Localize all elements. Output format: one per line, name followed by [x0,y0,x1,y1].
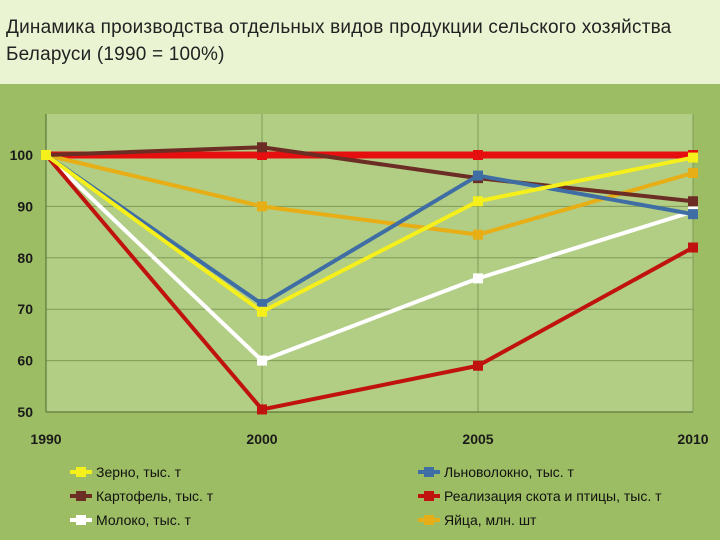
legend-item: Яйца, млн. шт [418,512,537,528]
legend-item: Реализация скота и птицы, тыс. т [418,488,662,504]
legend: Зерно, тыс. т Льноволокно, тыс. т Картофел… [70,464,662,528]
y-tick-labels: 50 60 70 80 90 100 [10,147,34,420]
legend-label: Зерно, тыс. т [96,464,182,480]
title-band [0,0,720,84]
series-line [44,153,694,314]
data-point [688,167,698,178]
data-point [688,152,698,163]
y-tick-label: 60 [17,353,33,369]
data-point [688,196,698,207]
x-tick-label: 1990 [30,431,61,447]
series-line [44,153,694,307]
chart-area: 50 60 70 80 90 100 1990 2000 2005 2010 Зерно, ты… [0,84,720,540]
y-tick-label: 70 [17,301,33,317]
line-chart: 50 60 70 80 90 100 1990 2000 2005 2010 Зерно, ты… [10,114,709,528]
y-tick-label: 80 [17,250,33,266]
legend-item: Молоко, тыс. т [70,512,192,528]
legend-item: Зерно, тыс. т [70,464,182,480]
legend-label: Картофель, тыс. т [96,488,214,504]
y-tick-label: 100 [10,147,34,163]
data-point [257,142,267,153]
x-tick-label: 2005 [462,431,493,447]
legend-swatch-marker [76,491,86,501]
x-tick-labels: 1990 2000 2005 2010 [30,431,708,447]
legend-item: Картофель, тыс. т [70,488,214,504]
data-point [257,299,267,310]
data-point [688,242,698,253]
series-line [44,153,694,412]
data-point [257,150,267,160]
legend-label: Реализация скота и птицы, тыс. т [444,488,662,504]
data-point [257,306,267,317]
y-tick-label: 90 [17,198,33,214]
data-point [257,355,267,366]
legend-label: Льноволокно, тыс. т [444,464,575,480]
data-point [688,209,698,220]
series-line [45,153,694,237]
data-point [473,229,483,240]
legend-item: Льноволокно, тыс. т [418,464,575,480]
legend-label: Молоко, тыс. т [96,512,192,528]
data-point [473,150,483,160]
data-point [257,404,267,415]
series-line [44,153,694,363]
legend-swatch-marker [424,515,434,525]
data-point [473,360,483,371]
series-lines [41,142,698,415]
legend-swatch-marker [76,515,86,525]
series-0 [41,150,698,317]
data-point [473,196,483,207]
data-point [41,150,51,160]
y-tick-label: 50 [17,404,33,420]
data-point [473,273,483,284]
gridlines [45,114,694,413]
slide-title: Динамика производства отдельных видов пр… [6,17,672,65]
legend-swatch-marker [424,491,434,501]
legend-label: Яйца, млн. шт [444,512,537,528]
x-tick-label: 2010 [677,431,708,447]
plot-area [46,114,693,412]
x-tick-label: 2000 [246,431,277,447]
series-line [45,145,694,204]
data-point [257,201,267,212]
data-point [473,170,483,181]
legend-swatch-marker [424,467,434,477]
legend-swatch-marker [76,467,86,477]
